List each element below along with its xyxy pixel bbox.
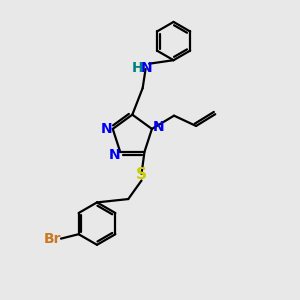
Text: H: H: [131, 61, 143, 75]
Text: Br: Br: [44, 232, 61, 246]
Text: S: S: [136, 167, 147, 182]
Text: N: N: [140, 61, 152, 75]
Text: N: N: [100, 122, 112, 136]
Text: N: N: [109, 148, 121, 163]
Text: N: N: [153, 120, 164, 134]
